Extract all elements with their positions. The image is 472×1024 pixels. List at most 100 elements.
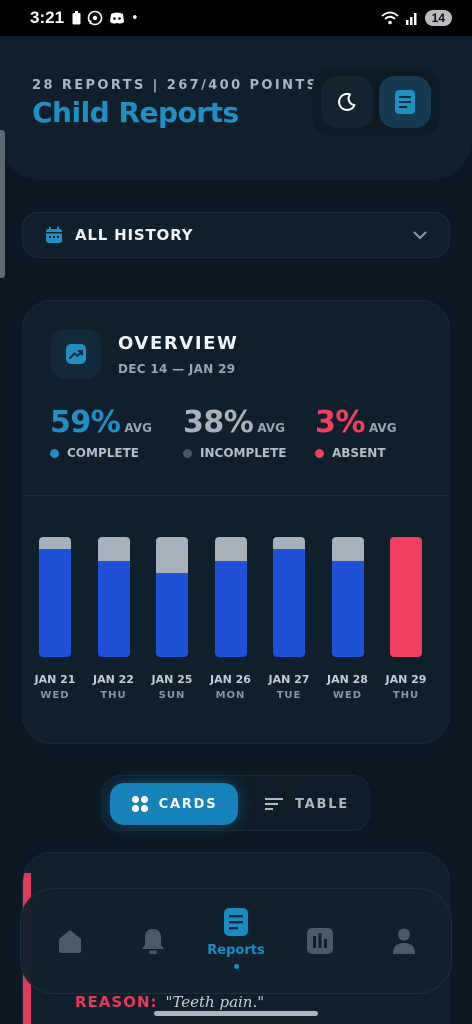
nav-home[interactable] (35, 889, 105, 995)
home-gesture-bar[interactable] (154, 1011, 318, 1016)
chart-bar[interactable] (156, 537, 188, 657)
more-dot-icon: • (131, 10, 139, 26)
stat-label: ABSENT (332, 446, 386, 460)
trending-up-icon (66, 344, 86, 364)
page-title: Child Reports (32, 96, 239, 129)
stat-complete: 59% AVG COMPLETE (50, 405, 152, 460)
tick-date: JAN 28 (327, 673, 368, 686)
notification-icons: • (72, 10, 139, 26)
stat-absent: 3% AVG ABSENT (315, 405, 397, 460)
stat-incomplete: 38% AVG INCOMPLETE (183, 405, 286, 460)
bottom-navigation: Reports (20, 888, 452, 994)
overview-icon-box (51, 329, 101, 379)
nav-profile[interactable] (369, 889, 439, 995)
chart-bar[interactable] (39, 537, 71, 657)
chevron-down-icon (413, 231, 427, 239)
bar-segment-complete (156, 573, 188, 657)
cards-view-button[interactable]: CARDS (110, 783, 238, 825)
active-indicator (233, 964, 239, 969)
tick-weekday: THU (392, 690, 420, 701)
view-toggle: CARDS TABLE (102, 775, 370, 831)
battery-saver-icon (72, 11, 81, 25)
x-tick-label: JAN 22 THU (85, 673, 143, 701)
reason-label: REASON: (75, 993, 158, 1011)
chart-bar[interactable] (331, 537, 364, 657)
battery-indicator: 14 (424, 10, 452, 26)
x-tick-label: JAN 27 TUE (260, 673, 318, 701)
reports-view-button[interactable] (379, 76, 431, 128)
chart-bar[interactable] (97, 537, 130, 657)
theme-toggle-button[interactable] (321, 76, 373, 128)
user-icon (393, 928, 415, 954)
cards-label: CARDS (158, 796, 218, 812)
overview-title: OVERVIEW (118, 333, 239, 354)
attendance-bar-chart (23, 537, 449, 657)
reason-text: "Teeth pain." (165, 993, 265, 1011)
page-header: 28 REPORTS | 267/400 POINTS Child Report… (0, 36, 472, 180)
stat-value: 3% (315, 405, 365, 440)
bar-segment-complete (97, 561, 130, 657)
divider (23, 495, 449, 496)
scroll-indicator[interactable] (0, 130, 5, 278)
header-actions (312, 68, 440, 136)
whatsapp-icon (87, 10, 103, 26)
chart-bar[interactable] (273, 537, 305, 657)
bar-segment-absent (390, 537, 422, 657)
list-icon (265, 798, 283, 810)
bell-icon (142, 929, 164, 954)
nav-reports[interactable]: Reports (201, 889, 271, 995)
document-icon (395, 90, 415, 114)
signal-icon (405, 13, 417, 25)
history-filter-dropdown[interactable]: ALL HISTORY (22, 212, 450, 258)
report-summary: 28 REPORTS | 267/400 POINTS (32, 78, 319, 93)
tick-weekday: TUE (276, 690, 302, 701)
stat-avg-label: AVG (368, 421, 397, 435)
chart-bar[interactable] (390, 537, 422, 657)
x-tick-label: JAN 25 SUN (143, 673, 201, 701)
overview-date-range: DEC 14 — JAN 29 (118, 362, 236, 376)
wifi-icon (381, 11, 399, 25)
tick-weekday: WED (332, 690, 363, 701)
tick-date: JAN 26 (210, 673, 251, 686)
chart-bar[interactable] (214, 537, 247, 657)
table-view-button[interactable]: TABLE (251, 783, 363, 825)
filter-label: ALL HISTORY (75, 226, 194, 244)
nav-label: Reports (207, 943, 265, 958)
legend-dot-absent (315, 448, 324, 458)
stat-value: 38% (183, 405, 254, 440)
bar-segment-incomplete (97, 537, 130, 561)
discord-icon (110, 12, 125, 24)
home-icon (59, 930, 81, 953)
tick-weekday: MON (215, 690, 246, 701)
bar-segment-complete (331, 561, 364, 657)
status-time: 3:21 (30, 8, 65, 27)
tick-weekday: SUN (158, 690, 186, 701)
tick-date: JAN 22 (93, 673, 134, 686)
table-label: TABLE (295, 796, 349, 812)
bar-segment-incomplete (214, 537, 247, 561)
tick-date: JAN 27 (268, 673, 310, 686)
report-reason: REASON: "Teeth pain." (75, 993, 264, 1011)
tick-date: JAN 25 (151, 673, 193, 686)
tick-date: JAN 29 (385, 673, 427, 686)
bar-segment-complete (273, 549, 305, 657)
legend-dot-complete (50, 448, 59, 458)
x-tick-label: JAN 21 WED (26, 673, 84, 701)
status-bar: 3:21 • 14 (0, 0, 472, 36)
stat-avg-label: AVG (257, 421, 285, 435)
x-tick-label: JAN 29 THU (377, 673, 435, 701)
bar-segment-complete (214, 561, 247, 657)
stat-avg-label: AVG (124, 421, 152, 435)
nav-notifications[interactable] (118, 889, 188, 995)
tick-date: JAN 21 (34, 673, 76, 686)
grid-icon (131, 795, 148, 813)
status-right: 14 (381, 10, 452, 26)
tick-weekday: THU (100, 690, 127, 701)
stat-label: INCOMPLETE (200, 446, 287, 460)
calendar-icon (46, 226, 62, 243)
x-tick-label: JAN 28 WED (319, 673, 377, 701)
bar-segment-complete (39, 549, 71, 657)
bar-segment-incomplete (273, 537, 305, 549)
nav-stats[interactable] (285, 889, 355, 995)
x-tick-label: JAN 26 MON (202, 673, 260, 701)
